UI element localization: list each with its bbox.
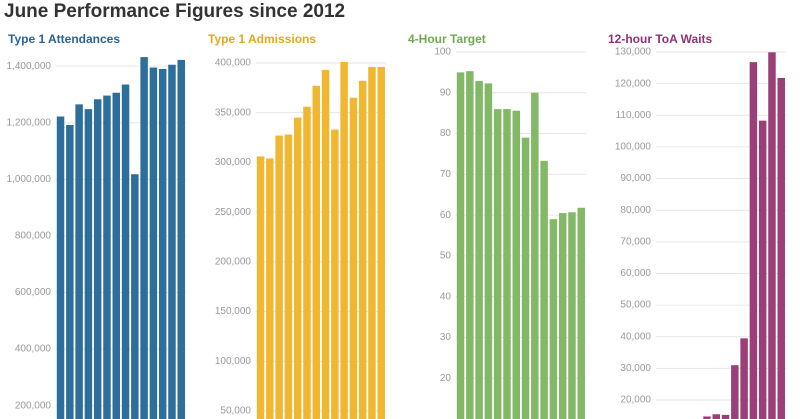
y-tick-label: 1,200,000 <box>7 117 52 128</box>
y-tick-label: 50,000 <box>620 300 651 311</box>
bar <box>84 109 93 419</box>
bar <box>577 207 585 419</box>
y-tick-label: 400,000 <box>215 58 252 69</box>
bar <box>466 71 474 419</box>
y-tick-label: 90 <box>440 87 452 98</box>
y-tick-label: 110,000 <box>616 110 652 121</box>
bar <box>103 95 111 419</box>
y-tick-label: 800,000 <box>15 231 52 242</box>
y-tick-label: 40 <box>440 291 452 302</box>
bar <box>168 64 176 419</box>
bar <box>284 134 293 419</box>
panel-title: 4-Hour Target <box>408 32 486 46</box>
bar <box>177 59 185 419</box>
bar <box>331 129 339 419</box>
bar <box>358 80 367 419</box>
bar <box>777 77 785 419</box>
y-tick-label: 30,000 <box>620 363 651 374</box>
y-tick-label: 70,000 <box>620 236 651 247</box>
bar <box>312 85 320 419</box>
y-tick-label: 90,000 <box>620 173 651 184</box>
y-tick-label: 350,000 <box>215 107 252 118</box>
bar <box>768 52 776 419</box>
y-tick-label: 60 <box>440 210 452 221</box>
bar <box>568 212 576 419</box>
bar <box>749 62 758 419</box>
bar <box>93 99 102 419</box>
y-tick-label: 100,000 <box>615 142 652 153</box>
y-tick-label: 1,000,000 <box>7 174 52 185</box>
bar <box>521 137 530 419</box>
bar <box>712 414 720 419</box>
bar <box>758 120 767 419</box>
bar <box>303 106 311 419</box>
bar <box>377 66 385 419</box>
bar <box>349 97 358 419</box>
y-tick-label: 50,000 <box>220 406 251 417</box>
y-tick-label: 120,000 <box>615 78 652 89</box>
y-tick-label: 300,000 <box>215 157 252 168</box>
bar <box>484 83 493 419</box>
y-tick-label: 60,000 <box>620 268 651 279</box>
bar <box>368 66 376 419</box>
bar <box>493 109 502 419</box>
panel-title: Type 1 Admissions <box>208 32 316 46</box>
bar <box>266 158 274 419</box>
y-tick-label: 1,400,000 <box>7 61 52 72</box>
y-tick-label: 80,000 <box>620 205 651 216</box>
bar <box>731 365 739 419</box>
y-tick-label: 200,000 <box>15 400 52 411</box>
bar <box>475 80 483 419</box>
bar <box>503 109 511 419</box>
bar <box>549 219 558 419</box>
bar <box>540 160 548 419</box>
y-tick-label: 20,000 <box>620 395 651 406</box>
y-tick-label: 50 <box>440 251 452 262</box>
bar <box>75 104 83 419</box>
bar <box>512 110 520 419</box>
bar <box>340 61 348 419</box>
y-tick-label: 200,000 <box>215 256 252 267</box>
bar <box>140 57 148 419</box>
y-tick-label: 70 <box>440 169 452 180</box>
y-tick-label: 400,000 <box>15 344 52 355</box>
bar <box>66 125 74 419</box>
bar <box>275 135 283 419</box>
panel-title: 12-hour ToA Waits <box>608 32 713 46</box>
y-tick-label: 30 <box>440 332 452 343</box>
bar <box>721 414 730 419</box>
y-tick-label: 600,000 <box>15 287 52 298</box>
bar <box>131 174 139 419</box>
y-tick-label: 20 <box>440 373 452 384</box>
bar <box>321 69 330 419</box>
y-tick-label: 80 <box>440 128 452 139</box>
bar <box>121 84 130 419</box>
bar <box>740 338 748 419</box>
y-tick-label: 150,000 <box>215 306 252 317</box>
bar <box>531 92 539 419</box>
panel-title: Type 1 Attendances <box>8 32 120 46</box>
y-tick-label: 130,000 <box>615 47 652 58</box>
bar <box>112 92 120 419</box>
bar <box>703 416 711 419</box>
bar <box>293 117 302 419</box>
bar <box>456 72 465 419</box>
y-tick-label: 100 <box>434 47 451 58</box>
bar <box>558 213 567 419</box>
bar <box>256 156 265 419</box>
y-tick-label: 40,000 <box>620 331 651 342</box>
y-tick-label: 250,000 <box>215 207 252 218</box>
y-tick-label: 100,000 <box>215 356 252 367</box>
bar <box>56 116 65 419</box>
bar <box>158 68 167 419</box>
bar <box>149 67 158 419</box>
page-title: June Performance Figures since 2012 <box>4 1 345 22</box>
